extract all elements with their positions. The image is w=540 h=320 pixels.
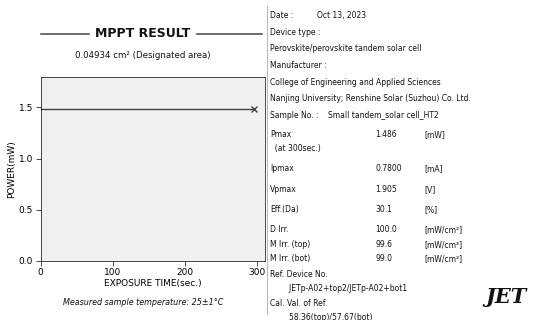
Text: [mW/cm²]: [mW/cm²]	[424, 225, 462, 234]
Text: D Irr.: D Irr.	[270, 225, 288, 234]
Text: College of Engineering and Applied Sciences: College of Engineering and Applied Scien…	[270, 77, 441, 86]
Text: [V]: [V]	[424, 185, 435, 194]
Text: 58.36(top)/57.67(bot): 58.36(top)/57.67(bot)	[270, 314, 373, 320]
Text: JETp-A02+top2/JETp-A02+bot1: JETp-A02+top2/JETp-A02+bot1	[270, 284, 407, 293]
Text: [%]: [%]	[424, 205, 437, 214]
Text: Pmax: Pmax	[270, 130, 291, 139]
Text: 99.0: 99.0	[375, 254, 392, 263]
Text: M Irr. (top): M Irr. (top)	[270, 240, 310, 249]
X-axis label: EXPOSURE TIME(sec.): EXPOSURE TIME(sec.)	[104, 279, 201, 288]
Text: Sample No. :    Small tandem_solar cell_HT2: Sample No. : Small tandem_solar cell_HT2	[270, 111, 438, 120]
Text: 99.6: 99.6	[375, 240, 392, 249]
Text: Ipmax: Ipmax	[270, 164, 294, 173]
Text: JET: JET	[485, 287, 526, 307]
Text: [mA]: [mA]	[424, 164, 442, 173]
Text: 0.7800: 0.7800	[375, 164, 402, 173]
Text: 0.04934 cm² (Designated area): 0.04934 cm² (Designated area)	[76, 52, 211, 60]
Text: 30.1: 30.1	[375, 205, 392, 214]
Y-axis label: POWER(mW): POWER(mW)	[6, 140, 16, 198]
Text: [mW/cm²]: [mW/cm²]	[424, 240, 462, 249]
Text: (at 300sec.): (at 300sec.)	[270, 144, 321, 153]
Text: Measured sample temperature: 25±1°C: Measured sample temperature: 25±1°C	[63, 298, 223, 307]
Text: Perovskite/perovskite tandem solar cell: Perovskite/perovskite tandem solar cell	[270, 44, 422, 53]
Text: Nanjing University; Renshine Solar (Suzhou) Co. Ltd.: Nanjing University; Renshine Solar (Suzh…	[270, 94, 471, 103]
Text: Ref. Device No.: Ref. Device No.	[270, 270, 328, 279]
Text: Device type :: Device type :	[270, 28, 320, 37]
Text: Eff.(Da): Eff.(Da)	[270, 205, 299, 214]
Text: 100.0: 100.0	[375, 225, 397, 234]
Text: [mW]: [mW]	[424, 130, 445, 139]
Text: Date :          Oct 13, 2023: Date : Oct 13, 2023	[270, 11, 366, 20]
Text: Vpmax: Vpmax	[270, 185, 297, 194]
Text: MPPT RESULT: MPPT RESULT	[96, 27, 191, 40]
Text: 1.486: 1.486	[375, 130, 397, 139]
Text: Cal. Val. of Ref.: Cal. Val. of Ref.	[270, 299, 327, 308]
Text: Manufacturer :: Manufacturer :	[270, 61, 327, 70]
Text: [mW/cm²]: [mW/cm²]	[424, 254, 462, 263]
Text: 1.905: 1.905	[375, 185, 397, 194]
Text: M Irr. (bot): M Irr. (bot)	[270, 254, 310, 263]
